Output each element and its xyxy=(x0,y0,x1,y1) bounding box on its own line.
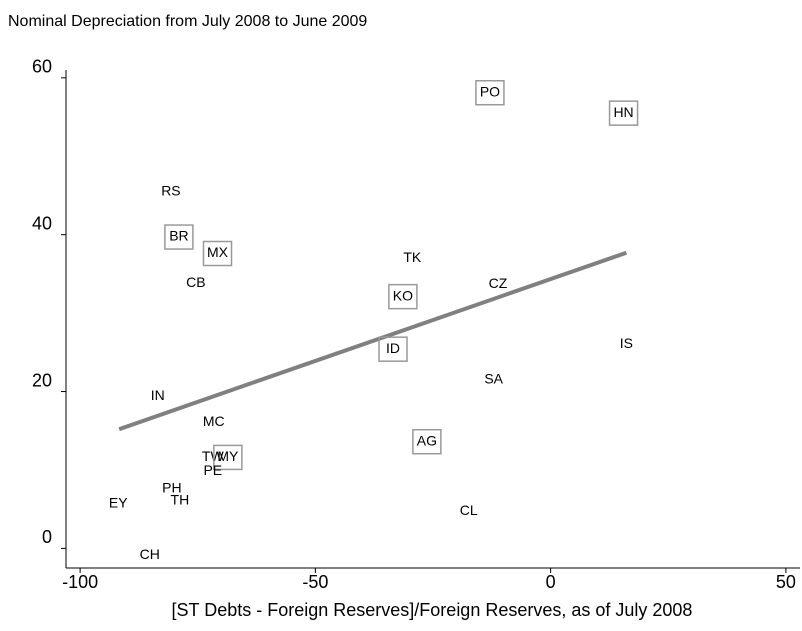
x-tick-label: 0 xyxy=(546,572,556,592)
point-label: RS xyxy=(161,182,180,198)
point-label: HN xyxy=(613,104,633,120)
point-label: MX xyxy=(207,244,229,260)
x-tick-label: -100 xyxy=(62,572,98,592)
point-label: MC xyxy=(203,413,225,429)
label-box xyxy=(213,444,243,471)
y-tick-label: 40 xyxy=(32,213,52,233)
point-label: PH xyxy=(162,479,181,495)
point-label: CL xyxy=(460,502,478,518)
label-box xyxy=(378,336,408,362)
point-label: CZ xyxy=(489,275,508,291)
x-tick-label: 50 xyxy=(776,572,796,592)
y-tick-label: 0 xyxy=(42,527,52,547)
point-label: ID xyxy=(386,340,400,356)
point-label: TH xyxy=(171,491,190,507)
point-label: KO xyxy=(393,287,413,303)
point-label: AG xyxy=(417,432,437,448)
point-label: BR xyxy=(169,228,188,244)
label-box xyxy=(475,79,505,106)
point-label: CB xyxy=(186,274,205,290)
x-axis-label: [ST Debts - Foreign Reserves]/Foreign Re… xyxy=(172,600,693,620)
point-label: CH xyxy=(140,546,160,562)
chart-title: Nominal Depreciation from July 2008 to J… xyxy=(8,13,367,30)
y-tick-label: 20 xyxy=(32,370,52,390)
point-label: IN xyxy=(151,387,165,403)
point-label: TK xyxy=(403,249,422,265)
label-box xyxy=(202,240,233,267)
fit-line xyxy=(118,250,628,432)
point-label: EY xyxy=(109,494,128,510)
point-label: IS xyxy=(620,335,633,351)
point-label: MY xyxy=(217,448,239,464)
point-label: PO xyxy=(480,83,500,99)
point-label: SA xyxy=(484,370,503,386)
point-label: PE xyxy=(203,462,222,478)
label-box xyxy=(164,224,194,250)
y-tick-label: 60 xyxy=(32,57,52,77)
label-box xyxy=(388,283,418,310)
x-tick-label: -50 xyxy=(302,572,328,592)
label-box xyxy=(412,428,442,455)
label-box xyxy=(608,100,639,126)
